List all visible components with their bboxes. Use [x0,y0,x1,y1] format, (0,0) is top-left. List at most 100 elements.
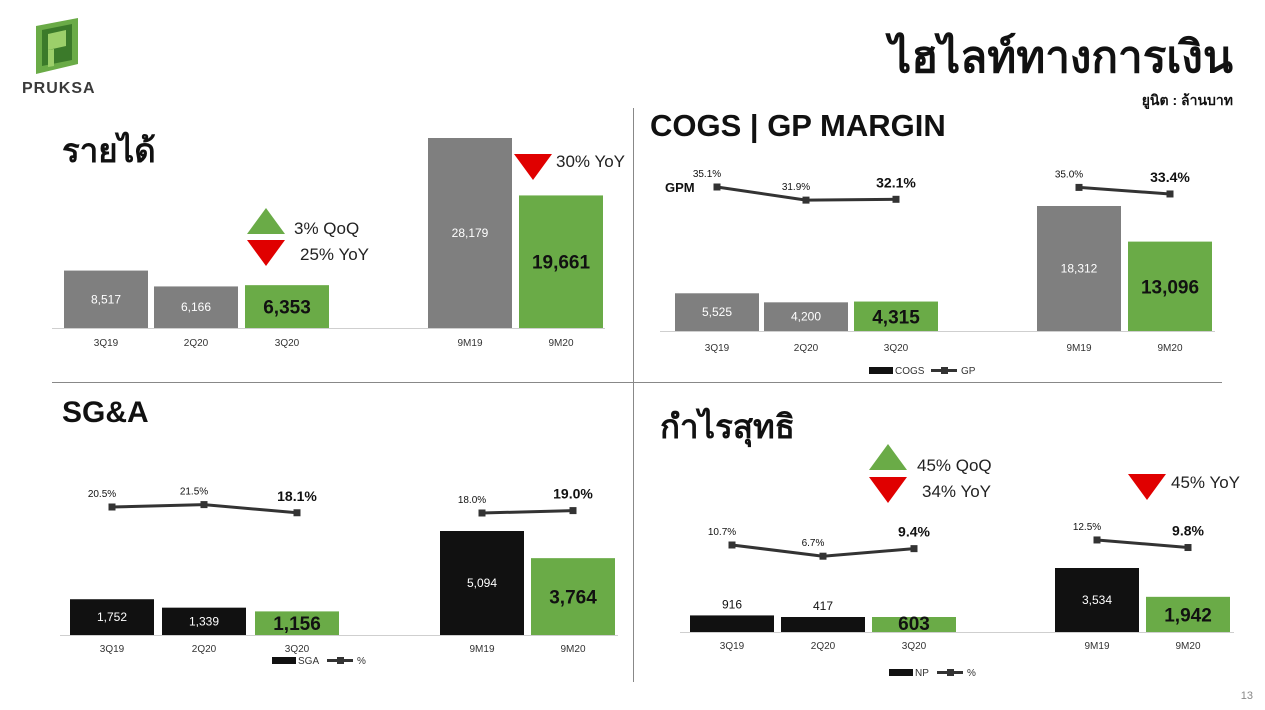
sga-bar-label: 5,094 [467,576,497,590]
down-triangle-icon [869,477,907,503]
np-bar-label: 3,534 [1082,593,1112,607]
np-category-label: 2Q20 [811,641,836,652]
np-ratio-label: 10.7% [708,527,736,538]
sga-category-label: 9M19 [469,644,494,655]
cogs-category-label: 9M20 [1157,343,1182,354]
revenue-yoy: 25% YoY [300,245,370,264]
np-bar-label: 1,942 [1164,605,1212,626]
cogs-ratio-label: 35.0% [1055,169,1083,180]
np-bar-label: 417 [813,599,833,613]
page-number: 13 [1240,690,1253,702]
cogs-ratio-label: 32.1% [876,174,916,190]
np-bar [1146,596,1230,632]
cogs-legend-swatch-marker [941,367,948,374]
sga-ratio-label: 19.0% [553,486,593,502]
sga-ratio-line [111,503,298,515]
revenue-bar [64,270,148,328]
cogs-category-label: 2Q20 [794,343,819,354]
up-triangle-icon [869,444,907,470]
cogs-bar [1128,241,1212,331]
sga-bar-label: 3,764 [549,588,597,609]
sga-ratio-label: 18.0% [458,495,486,506]
sga-legend-swatch-bar [272,657,296,664]
gpm-label: GPM [665,180,695,195]
cogs-bar-label: 4,200 [791,310,821,324]
cogs-bar [764,302,848,331]
revenue-bar [428,138,512,328]
np-bar [690,615,774,632]
sga-category-label: 3Q19 [100,644,125,655]
revenue-bar [519,195,603,328]
np-legend-label: NP [915,668,929,679]
cogs-ratio-label: 33.4% [1150,169,1190,185]
cogs-ratio-point [1166,190,1174,198]
revenue-bar-label: 28,179 [452,226,489,240]
sga-title: SG&A [62,396,149,429]
sga-category-label: 2Q20 [192,644,217,655]
np-category-label: 9M19 [1084,641,1109,652]
np-bar-label: 916 [722,597,742,611]
np-qoq: 45% QoQ [917,456,992,475]
np-bar [1055,568,1139,632]
np-legend-swatch-marker [947,669,954,676]
sga-ratio-label: 21.5% [180,487,208,498]
revenue-bar [154,286,238,328]
cogs-bar-label: 4,315 [872,307,920,328]
cogs-bar [675,293,759,331]
np-bar-label: 603 [898,614,930,635]
unit-label: ยูนิต : ล้านบาท [1141,92,1233,108]
sga-ratio-point [293,509,301,517]
revenue-bar-label: 6,353 [263,298,311,319]
cogs-ratio-label: 31.9% [782,182,810,193]
sga-ratio-point [569,507,577,515]
np-bar [781,617,865,632]
cogs-ratio-point [713,183,721,191]
down-triangle-icon [1128,474,1166,500]
sga-legend-label: SGA [298,656,319,667]
sga-ratio-label: 20.5% [88,489,116,500]
sga-ratio-point [200,501,208,509]
sga-bar-label: 1,339 [189,614,219,628]
np-ratio-line [1096,538,1189,550]
np-ratio-label: 6.7% [802,538,825,549]
pruksa-logo [36,18,78,74]
sga-ratio-label: 18.1% [277,488,317,504]
np-category-label: 9M20 [1175,641,1200,652]
cogs-title: COGS | GP MARGIN [650,108,946,143]
revenue-bar-label: 19,661 [532,253,591,274]
sga-bar [255,611,339,635]
sga-ratio-line [481,509,574,515]
down-triangle-icon [514,154,552,180]
revenue-category-label: 3Q20 [275,338,300,349]
np-legend-swatch-bar [889,669,913,676]
page-title: ไฮไลท์ทางการเงิน [889,33,1233,82]
np-ratio-label: 9.8% [1172,523,1204,539]
revenue-bar [245,285,329,328]
np-ratio-point [910,545,918,553]
cogs-category-label: 3Q19 [705,343,730,354]
cogs-bar-label: 13,096 [1141,277,1199,298]
sga-bar [531,558,615,635]
np-yoy: 34% YoY [922,482,992,501]
cogs-bar-label: 18,312 [1061,262,1098,276]
sga-bar-label: 1,156 [273,614,321,635]
revenue-title: รายได้ [62,132,156,169]
np-ratio-label: 9.4% [898,524,930,540]
np-ratio-point [819,552,827,560]
revenue-bar-label: 8,517 [91,292,121,306]
sga-ratio-point [478,509,486,517]
np-title: กำไรสุทธิ [660,408,795,445]
cogs-ratio-line [716,185,897,202]
revenue-category-label: 9M20 [548,338,573,349]
cogs-category-label: 3Q20 [884,343,909,354]
np-yoy-9m: 45% YoY [1171,473,1241,492]
np-bar [872,617,956,632]
sga-bar-label: 1,752 [97,610,127,624]
sga-bar [440,531,524,635]
sga-category-label: 3Q20 [285,644,310,655]
down-triangle-icon [247,240,285,266]
cogs-ratio-label: 35.1% [693,169,721,180]
horizontal-divider [52,382,1222,383]
cogs-bar [1037,206,1121,331]
sga-bar [70,599,154,635]
